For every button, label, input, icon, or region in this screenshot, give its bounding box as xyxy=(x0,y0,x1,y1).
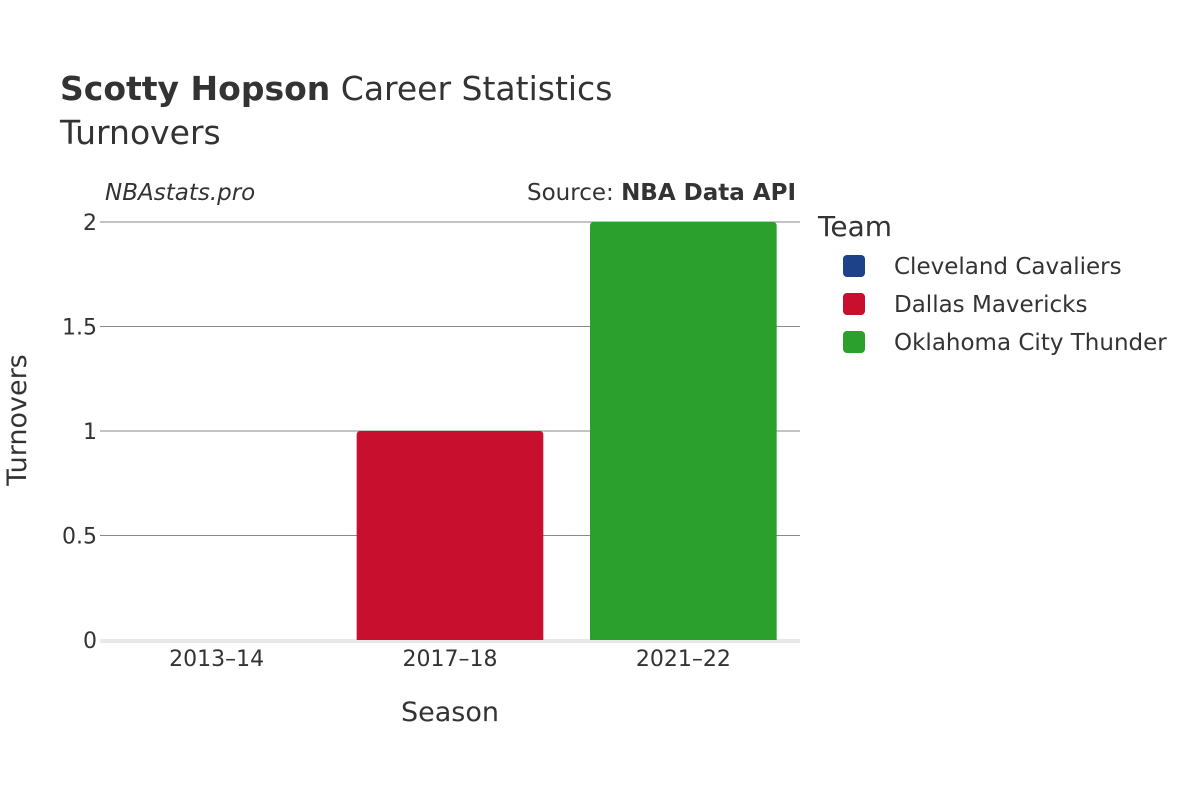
source-credit: Source: NBA Data API xyxy=(527,180,796,206)
x-tick-label: 2017–18 xyxy=(403,647,498,672)
legend-item-label[interactable]: Cleveland Cavaliers xyxy=(894,254,1122,280)
x-tick-label: 2021–22 xyxy=(636,647,731,672)
bar-dallas-mavericks[interactable] xyxy=(356,431,544,640)
chart-subtitle: Turnovers xyxy=(59,113,221,152)
legend-swatch xyxy=(843,255,865,277)
y-tick-label: 1.5 xyxy=(62,316,97,341)
source-prefix: Source: xyxy=(527,180,621,206)
y-tick-label: 0 xyxy=(83,629,97,654)
chart-title-rest: Career Statistics xyxy=(330,69,612,108)
site-credit: NBAstats.pro xyxy=(105,180,255,206)
legend: Cleveland Cavaliers Dallas Mavericks Oklah… xyxy=(843,254,1167,356)
x-axis-label: Season xyxy=(401,697,499,728)
y-axis-label: Turnovers xyxy=(2,354,33,487)
legend-swatch xyxy=(843,293,865,315)
y-tick-label: 2 xyxy=(83,211,97,236)
y-tick-label: 1 xyxy=(83,420,97,445)
source-name: NBA Data API xyxy=(621,180,796,206)
legend-item-label[interactable]: Oklahoma City Thunder xyxy=(894,330,1167,356)
bars xyxy=(356,222,777,640)
y-tick-label: 0.5 xyxy=(62,525,97,550)
legend-title: Team xyxy=(817,210,892,243)
chart-title-player: Scotty Hopson xyxy=(60,69,330,108)
x-tick-labels: 2013–14 2017–18 2021–22 xyxy=(169,647,731,672)
legend-swatch xyxy=(843,331,865,353)
y-tick-labels: 0 0.5 1 1.5 2 xyxy=(62,211,97,654)
x-tick-label: 2013–14 xyxy=(169,647,264,672)
bar-oklahoma-city-thunder[interactable] xyxy=(590,222,777,640)
legend-item-label[interactable]: Dallas Mavericks xyxy=(894,292,1087,318)
chart-title: Scotty Hopson Career Statistics xyxy=(60,69,612,108)
